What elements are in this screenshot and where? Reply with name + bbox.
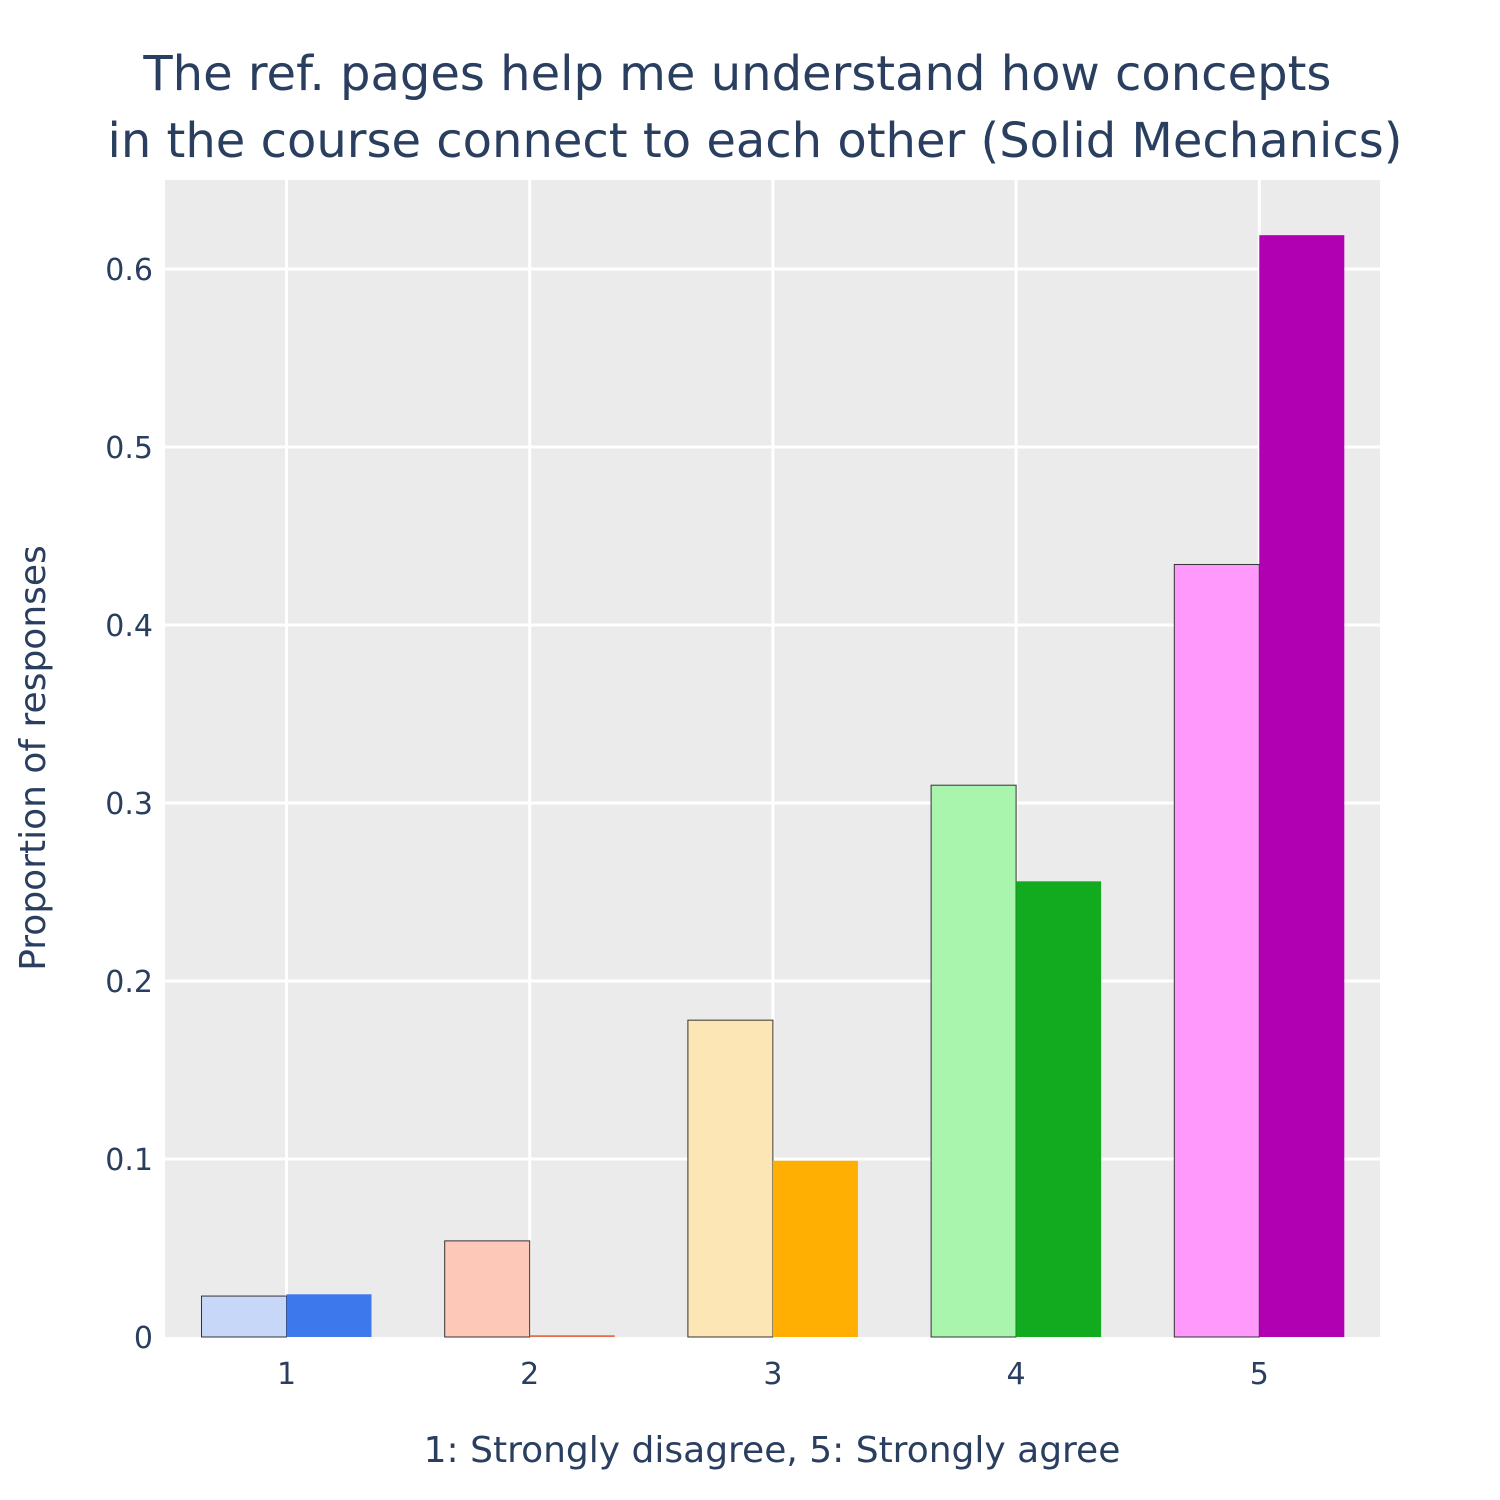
y-tick-label: 0.6 [105,253,153,288]
chart-title-line-2: in the course connect to each other (Sol… [108,113,1403,169]
bar-series-1-category-2 [444,1240,531,1338]
bar-series-1-category-1 [201,1295,287,1338]
y-tick-label: 0.1 [105,1143,153,1178]
y-tick-labels: 0 0.1 0.2 0.3 0.4 0.5 0.6 [105,253,153,1356]
bar-series-1-category-3 [687,1019,774,1338]
x-axis-title: 1: Strongly disagree, 5: Strongly agree [424,1430,1121,1471]
y-tick-label: 0 [134,1321,153,1356]
bar-series-2-category-4 [1016,881,1102,1337]
chart-title-line-1: The ref. pages help me understand how co… [142,46,1331,102]
x-tick-label: 5 [1250,1357,1269,1392]
y-axis-title: Proportion of responses [13,545,54,971]
y-tick-label: 0.3 [105,787,153,822]
x-tick-label: 1 [277,1357,296,1392]
bar-series-2-category-3 [772,1160,858,1337]
y-tick-label: 0.2 [105,965,153,1000]
bar-series-2-category-2 [529,1335,615,1337]
chart-title: The ref. pages help me understand how co… [108,46,1403,169]
x-tick-label: 2 [520,1357,539,1392]
bar-series-2-category-5 [1259,235,1345,1338]
bar-series-1-category-4 [930,784,1017,1338]
bars [201,235,1345,1338]
y-tick-label: 0.5 [105,431,153,466]
y-tick-label: 0.4 [105,609,153,644]
x-tick-label: 3 [763,1357,782,1392]
x-tick-label: 4 [1007,1357,1026,1392]
bar-series-1-category-5 [1173,563,1260,1338]
bar-series-2-category-1 [286,1294,372,1337]
x-tick-labels: 1 2 3 4 5 [277,1357,1269,1392]
